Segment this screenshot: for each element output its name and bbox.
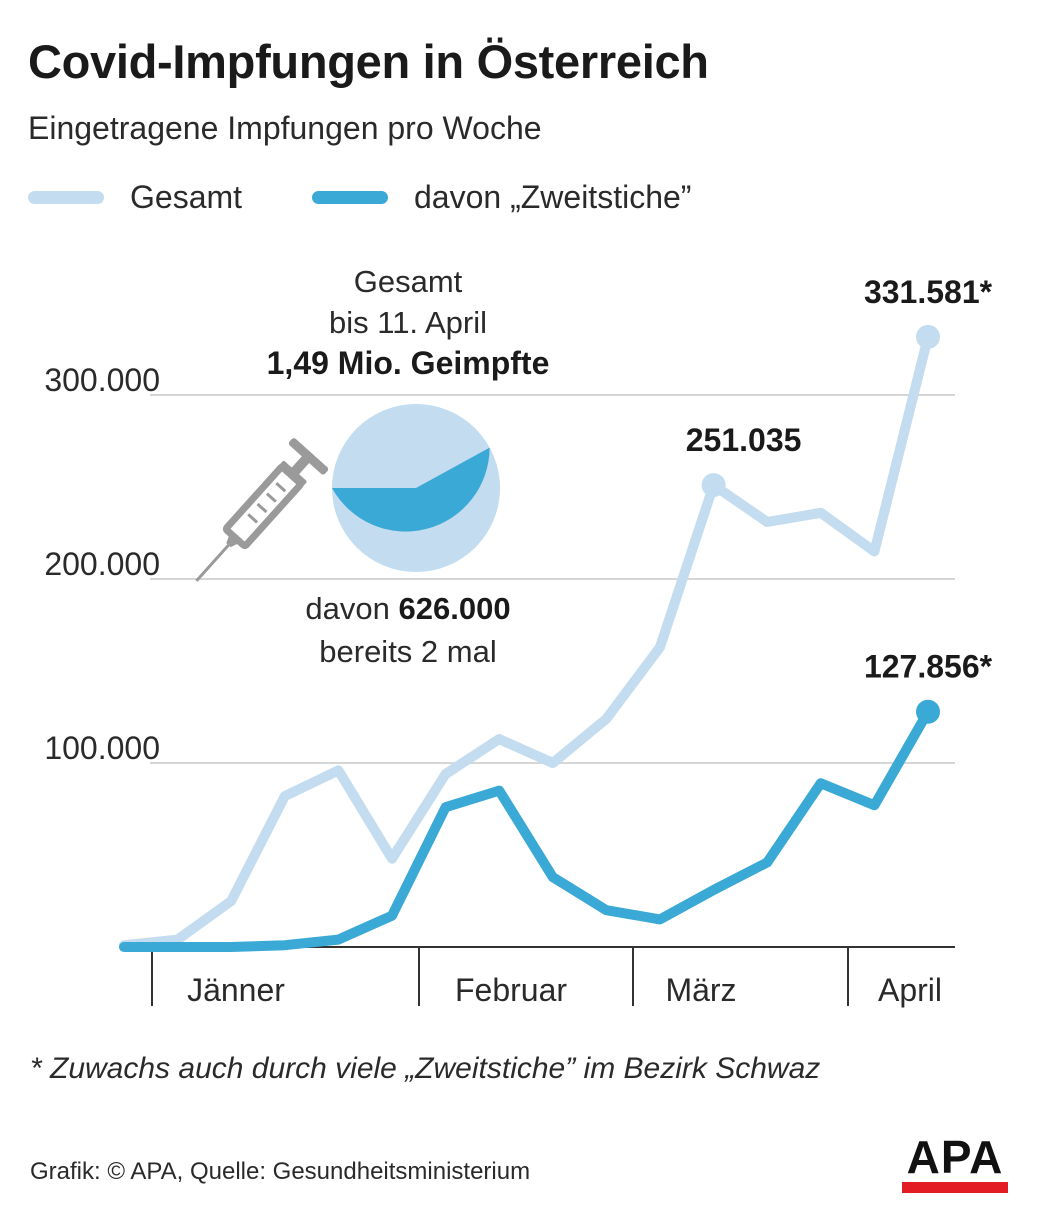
inset-bottom-line-2: bereits 2 mal [319, 634, 496, 669]
apa-logo: APA [898, 1131, 1012, 1193]
line-chart: 100.000 200.000 300.000 Jänner Februar März A… [44, 264, 993, 1008]
data-labels: 251.035 331.581* 127.856* [686, 274, 993, 724]
data-point-marker [916, 699, 940, 724]
x-axis: Jänner Februar März April [124, 946, 955, 1008]
legend: Gesamt davon „Zweitstiche” [28, 175, 928, 219]
legend-swatch-zweitstiche [312, 190, 388, 204]
source-credit: Grafik: © APA, Quelle: Gesundheitsminist… [30, 1158, 531, 1185]
x-month-label: Februar [455, 972, 567, 1008]
legend-label-gesamt: Gesamt [130, 178, 243, 215]
syringe-icon [195, 438, 329, 582]
y-tick-label: 300.000 [44, 362, 160, 398]
inset-line-1: Gesamt [354, 264, 463, 299]
legend-item-zweitstiche: davon „Zweitstiche” [312, 175, 691, 219]
data-point-marker [701, 473, 726, 498]
x-month-label: April [878, 972, 942, 1008]
apa-logo-bar [902, 1182, 1008, 1193]
footnote: * Zuwachs auch durch viele „Zweitstiche”… [30, 1052, 821, 1085]
y-tick-label: 100.000 [44, 730, 160, 766]
gridlines [150, 394, 955, 764]
chart-subtitle: Eingetragene Impfungen pro Woche [28, 110, 542, 146]
legend-item-gesamt: Gesamt [28, 175, 242, 219]
data-point-marker [916, 324, 940, 349]
inset-bottom-line-1: davon 626.000 [305, 591, 510, 626]
pie-chart [332, 404, 500, 572]
y-axis-tick-labels: 100.000 200.000 300.000 [44, 362, 160, 766]
data-label: 127.856* [864, 649, 993, 685]
apa-logo-text: APA [906, 1131, 1004, 1183]
chart-title: Covid-Impfungen in Österreich [28, 35, 709, 88]
series-line-zweitstiche [119, 706, 933, 952]
series-lines [119, 331, 933, 952]
legend-swatch-gesamt [28, 190, 104, 204]
y-tick-label: 200.000 [44, 546, 160, 582]
inset-line-3: 1,49 Mio. Geimpfte [267, 345, 550, 381]
data-label: 251.035 [686, 422, 802, 458]
legend-label-zweitstiche: davon „Zweitstiche” [414, 178, 692, 215]
x-month-label: Jänner [187, 972, 285, 1008]
data-label: 331.581* [864, 274, 993, 310]
inset-bottom-prefix: davon [305, 591, 398, 626]
series-line-gesamt [119, 331, 933, 951]
pie-slice-second-doses [332, 447, 490, 532]
x-month-label: März [665, 972, 736, 1008]
inset-line-2: bis 11. April [329, 305, 487, 340]
inset-bottom-bold: 626.000 [399, 591, 511, 626]
